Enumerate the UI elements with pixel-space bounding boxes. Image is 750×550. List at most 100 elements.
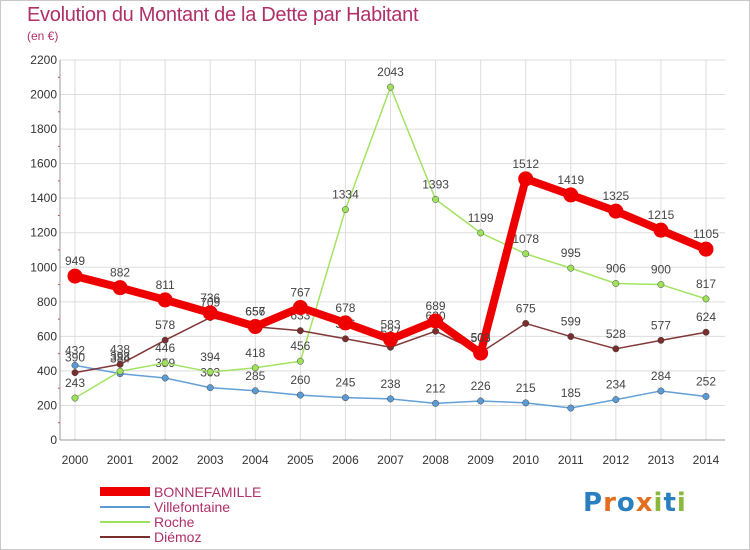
data-label-bonnefamille: 657 bbox=[245, 305, 265, 319]
data-point-roche bbox=[567, 264, 575, 272]
y-tick-label: 1200 bbox=[30, 226, 57, 240]
data-point-diemoz bbox=[71, 369, 79, 377]
data-label-roche: 995 bbox=[561, 246, 581, 260]
data-point-diemoz bbox=[116, 360, 124, 368]
y-tick-label: 1000 bbox=[30, 260, 57, 274]
data-label-roche: 1199 bbox=[468, 211, 494, 225]
data-label-bonnefamille: 811 bbox=[156, 278, 175, 292]
data-point-diemoz bbox=[612, 345, 620, 353]
data-label-bonnefamille: 1105 bbox=[693, 227, 719, 241]
data-label-roche: 418 bbox=[245, 346, 265, 360]
x-tick-label: 2004 bbox=[242, 453, 269, 467]
data-label-roche: 456 bbox=[290, 339, 310, 353]
data-label-bonnefamille: 949 bbox=[65, 254, 85, 268]
y-tick-label: 1600 bbox=[30, 157, 57, 171]
data-point-roche bbox=[341, 206, 349, 214]
data-label-bonnefamille: 503 bbox=[471, 331, 491, 345]
data-label-roche: 900 bbox=[651, 263, 671, 277]
data-point-bonnefamille bbox=[698, 241, 714, 257]
data-label-diemoz: 577 bbox=[651, 318, 671, 332]
data-point-villefontaine bbox=[71, 361, 79, 369]
x-tick-label: 2007 bbox=[377, 453, 404, 467]
data-point-bonnefamille bbox=[337, 315, 353, 331]
data-point-bonnefamille bbox=[653, 222, 669, 238]
x-tick-label: 2011 bbox=[558, 453, 584, 467]
plot-area bbox=[60, 60, 725, 440]
data-point-roche bbox=[702, 295, 710, 303]
chart-unit-label: (en €) bbox=[27, 29, 59, 43]
data-point-villefontaine bbox=[702, 393, 710, 400]
data-label-diemoz: 528 bbox=[606, 327, 626, 341]
data-point-bonnefamille bbox=[383, 331, 398, 347]
data-point-villefontaine bbox=[296, 391, 304, 399]
data-label-diemoz: 599 bbox=[561, 315, 581, 329]
data-label-villefontaine: 238 bbox=[380, 377, 400, 391]
data-point-bonnefamille bbox=[202, 305, 218, 321]
y-tick-label: 0 bbox=[50, 433, 57, 447]
data-label-diemoz: 578 bbox=[155, 318, 175, 332]
data-label-roche: 817 bbox=[696, 277, 716, 291]
data-label-villefontaine: 432 bbox=[65, 343, 85, 357]
data-label-roche: 398 bbox=[110, 349, 130, 363]
data-point-roche bbox=[612, 280, 620, 287]
x-tick-label: 2003 bbox=[197, 453, 224, 467]
data-point-roche bbox=[522, 250, 530, 258]
y-tick-label: 2000 bbox=[30, 88, 57, 102]
data-label-roche: 243 bbox=[65, 376, 85, 390]
x-tick-label: 2005 bbox=[287, 453, 314, 467]
y-tick-label: 400 bbox=[37, 364, 57, 378]
data-label-bonnefamille: 678 bbox=[335, 301, 355, 315]
data-point-bonnefamille bbox=[112, 280, 128, 296]
data-point-roche bbox=[657, 281, 665, 288]
x-tick-label: 2009 bbox=[467, 453, 494, 467]
data-label-villefontaine: 252 bbox=[696, 374, 716, 388]
data-label-roche: 1334 bbox=[332, 188, 359, 202]
data-point-villefontaine bbox=[612, 396, 620, 404]
data-point-villefontaine bbox=[432, 399, 440, 407]
data-point-bonnefamille bbox=[157, 292, 173, 308]
data-point-diemoz bbox=[702, 328, 710, 336]
legend-swatch bbox=[100, 521, 150, 523]
data-point-villefontaine bbox=[387, 395, 394, 403]
data-point-villefontaine bbox=[251, 387, 259, 395]
data-label-diemoz: 438 bbox=[110, 342, 130, 356]
x-tick-label: 2001 bbox=[107, 453, 134, 467]
data-label-roche: 446 bbox=[155, 341, 175, 355]
x-tick-label: 2000 bbox=[62, 453, 89, 467]
data-point-diemoz bbox=[341, 335, 349, 343]
y-tick-label: 1400 bbox=[30, 191, 57, 205]
data-point-bonnefamille bbox=[608, 203, 624, 219]
data-label-roche: 2043 bbox=[377, 65, 404, 79]
data-point-roche bbox=[116, 367, 124, 375]
data-point-villefontaine bbox=[657, 387, 665, 395]
data-point-diemoz bbox=[522, 319, 530, 327]
legend-label: BONNEFAMILLE bbox=[154, 484, 262, 500]
x-tick-label: 2012 bbox=[603, 453, 630, 467]
data-label-bonnefamille: 1325 bbox=[603, 189, 630, 203]
data-label-diemoz: 709 bbox=[200, 296, 220, 310]
y-tick-label: 1800 bbox=[30, 122, 57, 136]
data-label-bonnefamille: 882 bbox=[110, 266, 130, 280]
data-point-bonnefamille bbox=[518, 171, 534, 187]
data-label-roche: 1393 bbox=[422, 177, 449, 191]
data-point-bonnefamille bbox=[563, 187, 579, 203]
x-tick-label: 2014 bbox=[693, 453, 720, 467]
data-point-roche bbox=[477, 229, 485, 237]
data-point-diemoz bbox=[296, 327, 304, 335]
data-label-villefontaine: 284 bbox=[651, 369, 671, 383]
data-point-bonnefamille bbox=[473, 345, 489, 361]
data-label-diemoz: 624 bbox=[696, 310, 716, 324]
data-label-villefontaine: 185 bbox=[561, 386, 581, 400]
data-label-villefontaine: 215 bbox=[516, 381, 536, 395]
data-point-roche bbox=[387, 83, 394, 91]
y-tick-label: 2200 bbox=[30, 53, 57, 67]
data-label-bonnefamille: 689 bbox=[426, 299, 446, 313]
x-tick-label: 2006 bbox=[332, 453, 359, 467]
y-tick-label: 800 bbox=[37, 295, 57, 309]
data-point-diemoz bbox=[657, 336, 665, 344]
data-point-roche bbox=[161, 359, 169, 367]
y-tick-label: 200 bbox=[37, 398, 57, 412]
legend-swatch bbox=[100, 506, 150, 508]
data-point-roche bbox=[432, 195, 440, 203]
data-point-bonnefamille bbox=[247, 319, 263, 335]
